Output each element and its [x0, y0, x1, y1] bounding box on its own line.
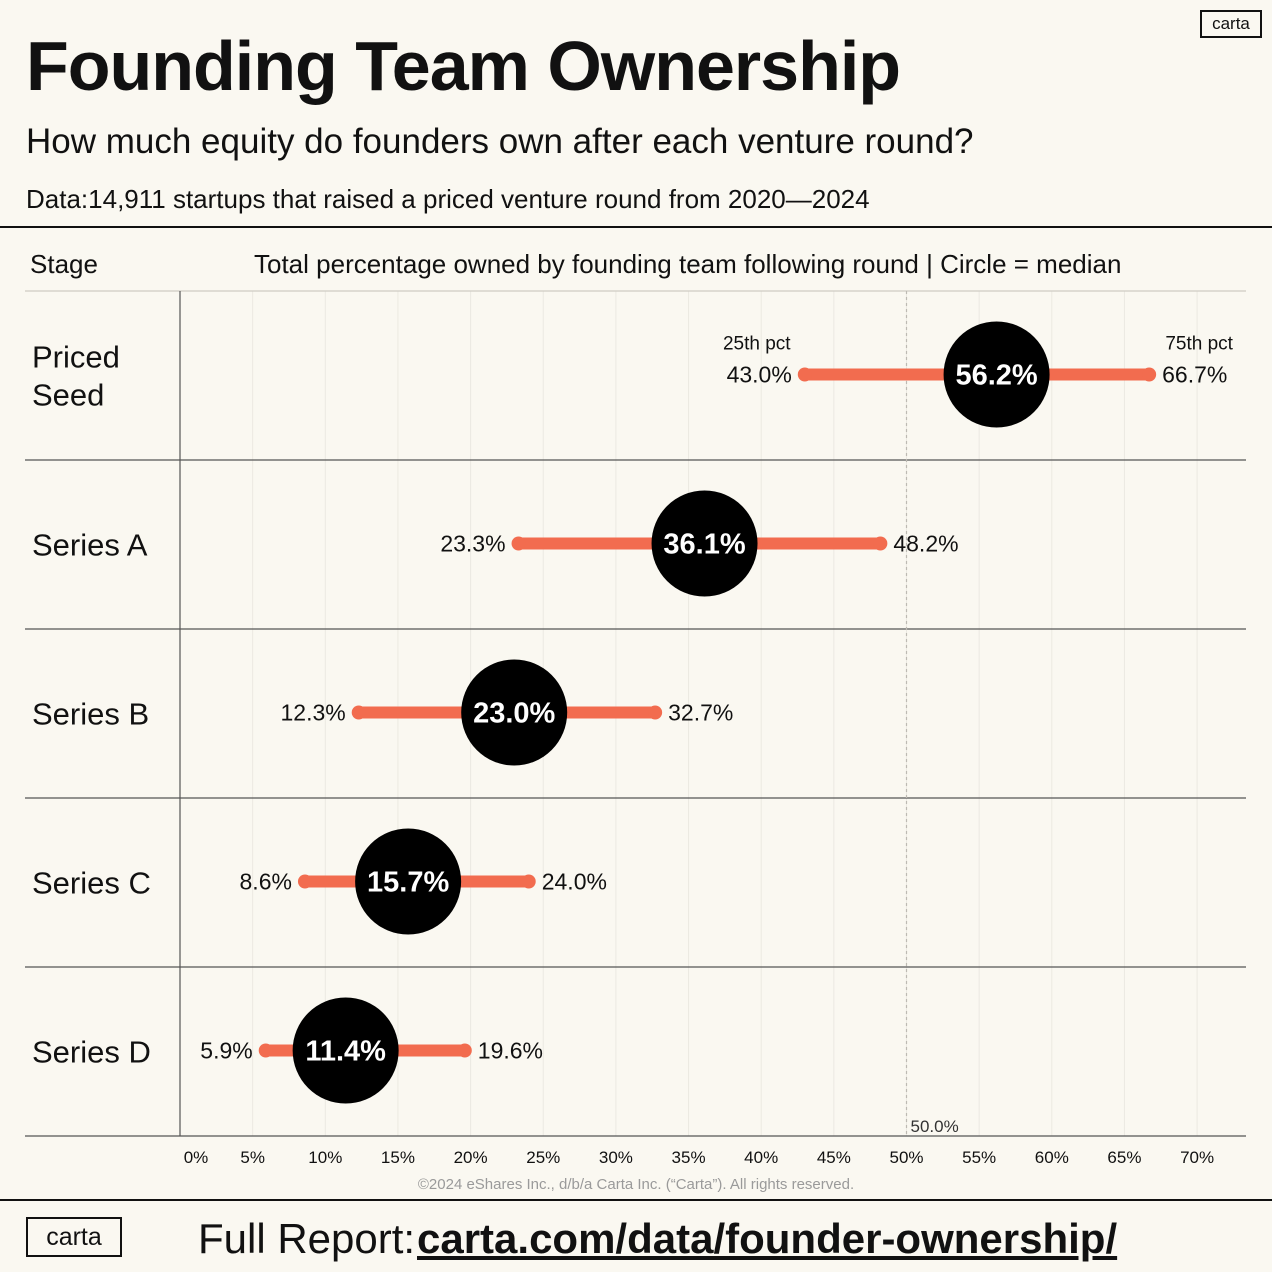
p75-legend-label: 75th pct: [1165, 334, 1233, 355]
p25-endpoint: [351, 705, 366, 720]
stage-label: Series D: [32, 1035, 151, 1070]
full-report-label: Full Report:: [198, 1215, 416, 1262]
x-tick-label: 15%: [381, 1148, 415, 1167]
copyright-note: ©2024 eShares Inc., d/b/a Carta Inc. (“C…: [417, 1176, 855, 1193]
x-tick-label: 70%: [1180, 1148, 1214, 1167]
p75-label: 24.0%: [542, 869, 607, 895]
footer-divider: [0, 1199, 1272, 1201]
p75-endpoint: [457, 1043, 472, 1058]
p75-endpoint: [1142, 367, 1157, 382]
page-title: Founding Team Ownership: [26, 27, 901, 105]
p25-label: 8.6%: [240, 869, 292, 895]
median-label: 56.2%: [955, 360, 1037, 392]
x-tick-label: 40%: [744, 1148, 778, 1167]
p25-label: 43.0%: [727, 362, 792, 388]
x-tick-label: 20%: [454, 1148, 488, 1167]
stage-label: Series A: [32, 528, 148, 563]
p75-endpoint: [521, 874, 536, 889]
p75-endpoint: [648, 705, 663, 720]
median-label: 23.0%: [473, 698, 555, 730]
x-tick-label: 30%: [599, 1148, 633, 1167]
x-tick-label: 25%: [526, 1148, 560, 1167]
stage-column-header: Stage: [30, 249, 98, 279]
carta-footer-logo: carta: [26, 1217, 122, 1257]
p75-label: 66.7%: [1162, 362, 1227, 388]
x-tick-label: 0%: [184, 1148, 209, 1167]
p75-label: 48.2%: [893, 531, 958, 557]
p25-label: 5.9%: [200, 1038, 252, 1064]
median-dot: [461, 659, 568, 766]
stage-label: Seed: [32, 378, 104, 413]
median-dot: [292, 997, 399, 1104]
stage-label: Series C: [32, 866, 151, 901]
carta-logo: carta: [1200, 10, 1262, 38]
stage-label: Series B: [32, 697, 149, 732]
stage-label: Priced: [32, 340, 120, 375]
header-divider: [0, 226, 1272, 228]
median-dot: [651, 490, 758, 597]
x-tick-label: 10%: [308, 1148, 342, 1167]
p75-label: 19.6%: [478, 1038, 543, 1064]
reference-line-label: 50.0%: [911, 1117, 959, 1136]
full-report-link[interactable]: carta.com/data/founder-ownership/: [417, 1215, 1118, 1262]
p25-label: 12.3%: [281, 700, 346, 726]
x-tick-label: 60%: [1035, 1148, 1069, 1167]
data-source-note: Data:14,911 startups that raised a price…: [26, 184, 870, 214]
x-tick-label: 65%: [1107, 1148, 1141, 1167]
median-dot: [355, 828, 462, 935]
p75-label: 32.7%: [668, 700, 733, 726]
p75-endpoint: [873, 536, 888, 551]
x-tick-label: 45%: [817, 1148, 851, 1167]
x-tick-label: 50%: [889, 1148, 923, 1167]
x-tick-label: 35%: [672, 1148, 706, 1167]
median-dot: [943, 321, 1050, 428]
median-label: 11.4%: [305, 1036, 386, 1068]
p25-legend-label: 25th pct: [723, 334, 791, 355]
p25-endpoint: [797, 367, 812, 382]
median-label: 15.7%: [367, 867, 449, 899]
p25-endpoint: [511, 536, 526, 551]
p25-endpoint: [297, 874, 312, 889]
p25-endpoint: [258, 1043, 273, 1058]
values-column-header: Total percentage owned by founding team …: [254, 249, 1122, 279]
chart-subtitle: How much equity do founders own after ea…: [26, 122, 974, 161]
x-tick-label: 55%: [962, 1148, 996, 1167]
median-label: 36.1%: [663, 529, 745, 561]
p25-label: 23.3%: [440, 531, 505, 557]
x-tick-label: 5%: [240, 1148, 265, 1167]
